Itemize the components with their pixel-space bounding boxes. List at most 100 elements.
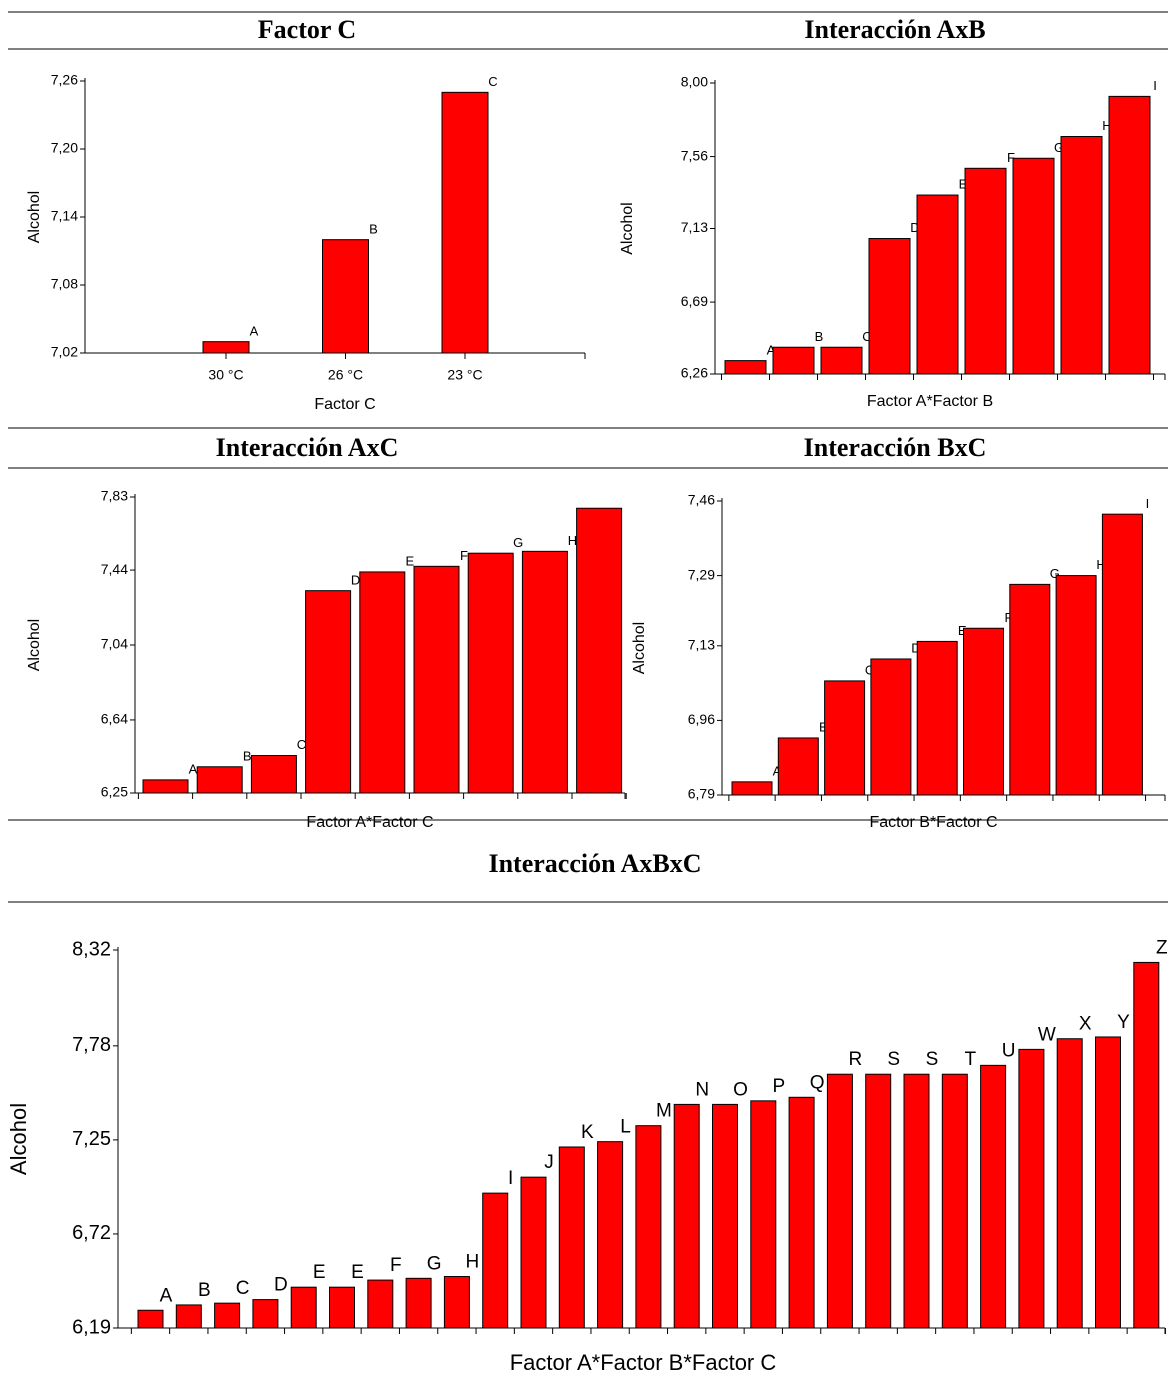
y-tick-label: 6,26: [681, 365, 708, 381]
y-tick-label: 7,13: [688, 637, 715, 653]
letter-bg: [1148, 78, 1162, 95]
letter-bg: [486, 74, 500, 91]
significance-letter: O: [733, 1079, 748, 1100]
x-tick-label: 30 °C: [208, 367, 243, 383]
y-tick-label: 6,79: [688, 786, 715, 802]
bar: [290, 1286, 317, 1329]
letter-bg: [884, 1048, 903, 1073]
significance-letter: H: [1096, 557, 1105, 572]
letter-bg: [1114, 1010, 1133, 1035]
significance-letter: L: [620, 1117, 631, 1138]
significance-letter: N: [695, 1079, 709, 1100]
bar: [1009, 583, 1051, 796]
bar: [963, 627, 1004, 796]
bar: [413, 565, 460, 794]
y-tick-label: 7,25: [72, 1128, 111, 1150]
bar: [305, 590, 352, 794]
y-tick-label: 6,69: [681, 293, 708, 309]
bar: [635, 1125, 662, 1329]
bar: [750, 1100, 777, 1329]
letter-bg: [846, 1048, 865, 1073]
significance-letter: C: [862, 329, 871, 344]
y-tick-label: 7,20: [51, 140, 78, 156]
significance-letter: G: [1054, 140, 1064, 155]
bar: [202, 341, 250, 354]
bar: [1108, 95, 1151, 375]
letter-bg: [348, 1261, 367, 1286]
significance-letter: C: [236, 1278, 250, 1299]
chart-title: Interacción AxB: [804, 15, 985, 44]
bar: [941, 1073, 968, 1329]
letter-bg: [240, 748, 254, 766]
bar: [1056, 1038, 1083, 1329]
letter-bg: [769, 1074, 788, 1099]
bar: [712, 1103, 738, 1329]
bar: [777, 737, 819, 796]
significance-letter: E: [313, 1262, 326, 1283]
letter-bg: [961, 1048, 980, 1073]
significance-letter: H: [568, 533, 577, 548]
bar: [826, 1073, 853, 1329]
bar: [824, 680, 866, 796]
y-axis-label: Alcohol: [631, 622, 648, 674]
significance-letter: I: [1146, 496, 1150, 511]
significance-letter: Y: [1117, 1012, 1130, 1033]
significance-letter: B: [198, 1280, 211, 1301]
bar: [673, 1103, 700, 1329]
bar: [1133, 961, 1160, 1329]
bar: [405, 1277, 432, 1329]
letter-bg: [654, 1099, 673, 1124]
x-tick-label: 23 °C: [447, 367, 482, 383]
bar: [865, 1073, 892, 1329]
letter-bg: [295, 737, 308, 755]
letter-bg: [616, 1115, 635, 1140]
significance-letter: Q: [810, 1072, 825, 1093]
bar: [482, 1192, 509, 1329]
chart-title: Factor C: [258, 15, 356, 44]
bar: [868, 238, 911, 375]
significance-letter: A: [250, 323, 259, 338]
letter-bg: [540, 1151, 558, 1176]
bar: [916, 640, 958, 796]
letter-bg: [233, 1277, 252, 1302]
letter-bg: [511, 535, 525, 552]
bar: [1095, 1036, 1121, 1329]
bar: [820, 346, 863, 375]
bar: [731, 781, 773, 796]
y-tick-label: 7,46: [688, 492, 715, 508]
bar: [367, 1279, 394, 1329]
chart-title: Interacción BxC: [804, 433, 987, 462]
y-tick-label: 7,08: [51, 276, 78, 292]
y-tick-label: 7,02: [51, 344, 78, 360]
letter-bg: [923, 1048, 941, 1073]
significance-letter: E: [958, 623, 967, 638]
significance-letter: D: [351, 572, 360, 587]
significance-letter: A: [767, 342, 776, 357]
significance-letter: G: [427, 1253, 442, 1274]
significance-letter: B: [815, 329, 824, 344]
bar: [443, 1276, 470, 1329]
significance-letter: H: [466, 1252, 480, 1273]
bar: [558, 1146, 585, 1329]
letter-bg: [310, 1261, 329, 1286]
bar: [359, 571, 406, 794]
significance-letter: C: [297, 737, 306, 752]
bar: [597, 1141, 624, 1329]
bar: [175, 1304, 202, 1329]
significance-letter: Z: [1156, 937, 1168, 958]
significance-letter: G: [1050, 566, 1060, 581]
significance-letter: C: [488, 74, 497, 89]
bar: [772, 346, 815, 375]
y-tick-label: 7,83: [101, 488, 128, 504]
significance-letter: B: [369, 221, 378, 236]
significance-letter: B: [819, 720, 828, 735]
y-tick-label: 7,56: [681, 147, 708, 163]
y-tick-label: 7,13: [681, 219, 708, 235]
letter-bg: [271, 1273, 290, 1298]
y-tick-label: 7,44: [101, 561, 128, 577]
significance-letter: P: [772, 1076, 785, 1097]
bar: [1060, 136, 1103, 375]
letter-bg: [808, 1071, 827, 1096]
significance-letter: S: [926, 1049, 939, 1070]
letter-bg: [812, 329, 826, 346]
